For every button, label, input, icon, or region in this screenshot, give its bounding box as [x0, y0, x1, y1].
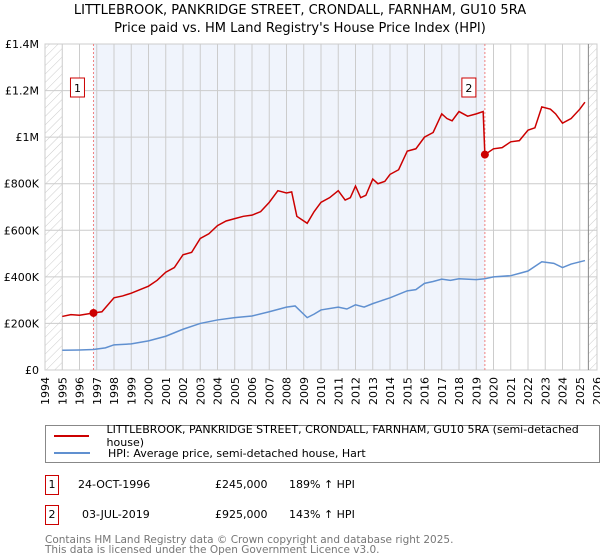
sale-marker-label: 1 — [45, 475, 59, 495]
sale-date: 24-OCT-1996 — [78, 478, 151, 491]
hatch-before-data — [45, 44, 63, 370]
legend: LITTLEBROOK, PANKRIDGE STREET, CRONDALL,… — [45, 423, 600, 463]
x-tick-label: 2000 — [143, 377, 156, 405]
sale-point — [89, 308, 98, 317]
x-tick-label: 2005 — [229, 377, 242, 405]
hpi-line — [62, 259, 586, 351]
x-tick-label: 1997 — [91, 377, 104, 405]
x-tick-label: 1996 — [74, 377, 87, 405]
y-tick-label: £1.4M — [5, 38, 39, 51]
plot-area: 1994 1995 1996 1997 1998 1999 2000 2001 2002 2003… — [4, 38, 600, 405]
hatch-after-data — [588, 44, 597, 370]
x-tick-label: 2004 — [212, 377, 225, 405]
x-tick-label: 2020 — [488, 377, 501, 405]
chart-title: LITTLEBROOK, PANKRIDGE STREET, CRONDALL,… — [73, 3, 527, 18]
legend-swatch-blue — [54, 452, 90, 454]
legend-item-hpi: HPI: Average price, semi-detached house,… — [54, 445, 366, 461]
x-tick-label: 2008 — [281, 377, 294, 405]
x-tick-label: 1995 — [56, 377, 69, 405]
legend-label: HPI: Average price, semi-detached house,… — [108, 446, 366, 460]
y-tick-label: £1.2M — [5, 85, 39, 98]
sale-label: 1 — [74, 82, 81, 95]
x-tick-label: 1998 — [108, 377, 121, 405]
x-tick-label: 2001 — [160, 377, 173, 405]
x-tick-label: 2012 — [350, 377, 363, 405]
footer: Contains HM Land Registry data © Crown c… — [45, 534, 454, 556]
y-tick-label: £1M — [16, 131, 40, 144]
sale-point — [480, 150, 489, 159]
sale-hpi: 189% ↑ HPI — [289, 478, 355, 491]
x-tick-label: 2017 — [436, 377, 449, 405]
x-tick-label: 1999 — [125, 377, 138, 405]
legend-item-property: LITTLEBROOK, PANKRIDGE STREET, CRONDALL,… — [54, 423, 599, 449]
y-tick-label: £0 — [25, 364, 39, 377]
legend-label: LITTLEBROOK, PANKRIDGE STREET, CRONDALL,… — [106, 423, 579, 449]
sale-date: 03-JUL-2019 — [82, 508, 150, 521]
x-tick-label: 2011 — [332, 377, 345, 405]
x-tick-label: 2003 — [194, 377, 207, 405]
x-tick-label: 2013 — [367, 377, 380, 405]
sale-hpi: 143% ↑ HPI — [289, 508, 355, 521]
sale-label: 2 — [465, 82, 472, 95]
footer-line2: This data is licensed under the Open Gov… — [45, 544, 380, 556]
sale-label-box — [461, 77, 477, 98]
chart-subtitle: Price paid vs. HM Land Registry's House … — [114, 21, 486, 36]
x-tick-label: 2010 — [315, 377, 328, 405]
x-tick-label: 2009 — [298, 377, 311, 405]
sale-marker-label: 2 — [45, 505, 59, 525]
x-tick-label: 2002 — [177, 377, 190, 405]
y-tick-label: £200K — [4, 317, 40, 330]
x-tick-label: 2026 — [591, 377, 600, 405]
x-tick-label: 2024 — [557, 377, 570, 405]
x-tick-label: 2022 — [522, 377, 535, 405]
x-tick-label: 2019 — [470, 377, 483, 405]
x-tick-label: 2014 — [384, 377, 397, 405]
ownership-shading — [93, 44, 485, 370]
x-tick-label: 2006 — [246, 377, 259, 405]
sale-price: £245,000 — [215, 478, 268, 491]
y-tick-label: £400K — [4, 271, 40, 284]
y-tick-label: £600K — [4, 224, 40, 237]
property-price-line — [62, 101, 586, 318]
x-tick-label: 2021 — [505, 377, 518, 405]
x-tick-label: 2015 — [401, 377, 414, 405]
x-tick-label: 2007 — [263, 377, 276, 405]
legend-swatch-red — [54, 435, 89, 437]
x-tick-label: 2023 — [539, 377, 552, 405]
x-tick-label: 2018 — [453, 377, 466, 405]
sale-price: £925,000 — [215, 508, 268, 521]
x-tick-label: 1994 — [39, 377, 52, 405]
x-tick-label: 2016 — [419, 377, 432, 405]
y-tick-label: £800K — [4, 178, 40, 191]
sale-label-box — [69, 77, 85, 98]
x-tick-label: 2025 — [574, 377, 587, 405]
footer-line1: Contains HM Land Registry data © Crown c… — [45, 534, 454, 546]
